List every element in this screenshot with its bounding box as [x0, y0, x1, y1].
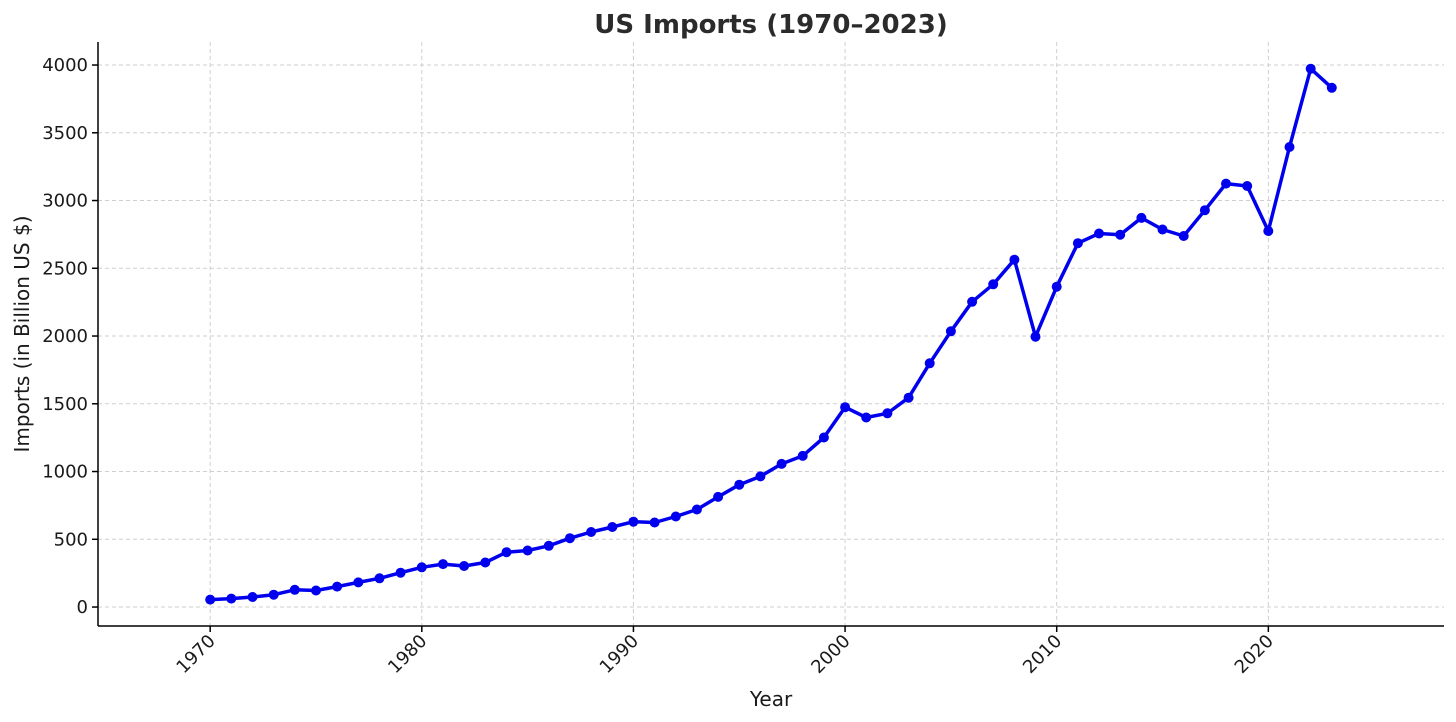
data-point: [395, 567, 406, 578]
data-point: [247, 592, 258, 602]
y-tick-label: 1500: [42, 394, 88, 415]
y-tick-label: 1000: [42, 462, 88, 483]
x-axis-label: Year: [749, 687, 793, 711]
x-tick-label: 1970: [172, 631, 219, 678]
data-point: [438, 559, 448, 570]
data-point: [501, 547, 512, 558]
x-tick-label: 2000: [807, 631, 854, 678]
data-point: [480, 557, 491, 568]
data-point: [1305, 63, 1316, 74]
y-tick-label: 2000: [42, 326, 88, 347]
y-tick-label: 500: [54, 529, 88, 550]
series-imports: [205, 63, 1337, 605]
x-tick-label: 2010: [1019, 631, 1066, 678]
data-point: [459, 561, 470, 571]
data-point: [818, 432, 829, 443]
y-tick-label: 2500: [42, 258, 88, 279]
data-point: [1199, 205, 1210, 216]
data-point: [353, 577, 364, 588]
chart-title: US Imports (1970–2023): [594, 10, 947, 40]
data-point: [628, 516, 639, 527]
data-point: [289, 584, 300, 595]
data-point: [924, 358, 935, 369]
data-point: [268, 589, 279, 600]
data-point: [713, 491, 724, 502]
data-point: [882, 408, 893, 419]
data-point: [649, 517, 660, 528]
grid: [98, 42, 1444, 626]
data-point: [1326, 82, 1337, 93]
axes: [97, 42, 1444, 627]
data-point: [797, 450, 808, 461]
data-point: [734, 479, 745, 490]
data-point: [374, 573, 385, 584]
y-tick-label: 3500: [42, 123, 88, 144]
data-point: [332, 581, 343, 592]
ticks: 1970 1980 1990 2000 2010 2020 0 500 1000 1500 2000…: [42, 55, 1278, 678]
data-point: [311, 585, 321, 596]
data-point: [1009, 254, 1020, 265]
data-point: [1115, 229, 1126, 240]
x-tick-label: 1990: [596, 631, 643, 678]
data-point: [967, 296, 978, 307]
data-point: [1178, 231, 1189, 241]
y-tick-label: 4000: [42, 55, 88, 76]
data-point: [1094, 228, 1104, 239]
y-axis-label: Imports (in Billion US $): [10, 216, 34, 453]
data-point: [607, 522, 618, 532]
data-point: [1221, 178, 1231, 189]
data-point: [1030, 331, 1041, 342]
data-point: [1284, 142, 1295, 152]
data-point: [586, 527, 597, 537]
data-point: [1072, 238, 1083, 249]
data-point: [945, 326, 956, 337]
data-point: [903, 392, 914, 403]
series-line: [208, 66, 1334, 602]
data-point: [1157, 224, 1168, 235]
data-point: [861, 412, 872, 423]
data-point: [670, 511, 681, 522]
y-tick-label: 3000: [42, 191, 88, 212]
data-point: [840, 402, 851, 413]
x-tick-label: 2020: [1231, 631, 1278, 678]
data-point: [776, 458, 787, 469]
x-tick-label: 1980: [384, 631, 431, 678]
data-point: [416, 562, 427, 573]
y-tick-label: 0: [77, 597, 88, 618]
data-point: [755, 471, 766, 482]
data-point: [205, 594, 216, 605]
data-point: [522, 545, 533, 556]
data-point: [543, 540, 554, 551]
data-point: [1051, 281, 1062, 292]
data-point: [226, 593, 237, 604]
data-point: [1242, 181, 1253, 191]
data-point: [564, 533, 575, 544]
data-point: [1136, 212, 1147, 223]
data-point: [1263, 226, 1274, 236]
data-point: [988, 279, 999, 290]
data-point: [691, 504, 702, 515]
